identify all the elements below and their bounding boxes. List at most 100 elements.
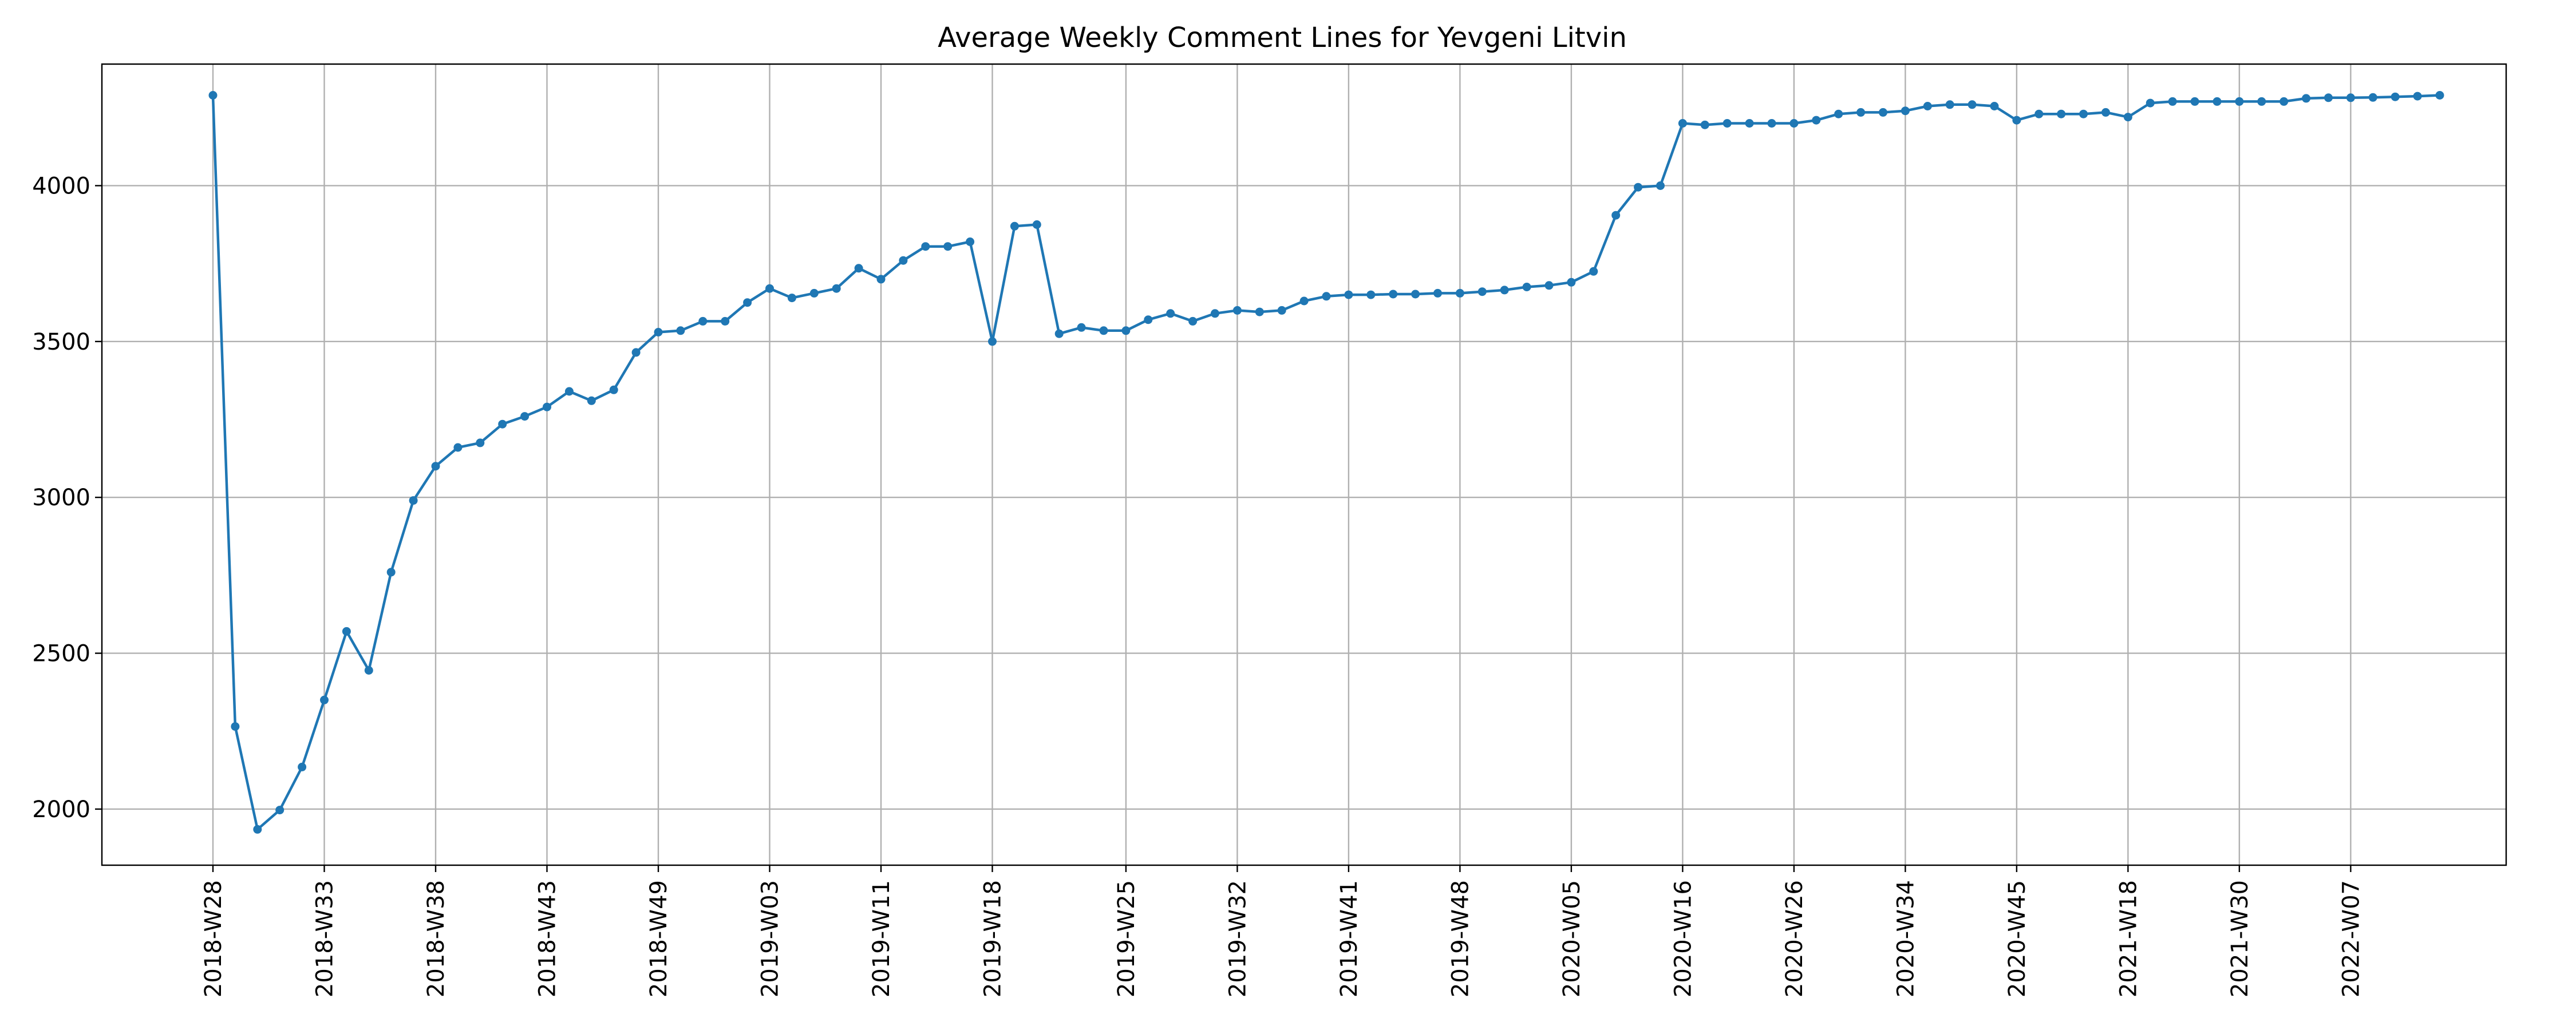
data-point (1344, 290, 1353, 299)
data-point (1477, 287, 1487, 296)
data-point (1544, 281, 1554, 290)
data-point (876, 275, 886, 284)
data-point (231, 722, 240, 731)
series-layer (208, 91, 2444, 834)
data-point (1054, 329, 1064, 338)
data-point (498, 419, 507, 429)
data-point (453, 443, 463, 452)
data-point (2413, 92, 2422, 101)
x-tick-label: 2018-W38 (423, 880, 449, 997)
data-point (1879, 108, 1887, 117)
data-point (921, 242, 930, 251)
data-point (1901, 106, 1910, 116)
data-point (1500, 286, 1509, 295)
data-point (765, 284, 774, 293)
data-point (1255, 307, 1264, 316)
data-point (1277, 306, 1286, 315)
data-point (2235, 97, 2244, 106)
data-point (1789, 119, 1799, 128)
data-point (1010, 221, 1019, 231)
data-point (1945, 100, 1954, 109)
x-tick-label: 2020-W05 (1559, 880, 1585, 997)
data-point (543, 402, 551, 411)
grid (102, 64, 2506, 865)
data-point (1389, 290, 1398, 299)
x-tick-label: 2018-W28 (200, 880, 227, 997)
data-point (1589, 267, 1598, 276)
data-point (1656, 181, 1665, 190)
data-point (476, 438, 485, 447)
data-point (943, 242, 953, 251)
y-tick-label: 2000 (32, 797, 90, 823)
x-tick-label: 2022-W07 (2338, 880, 2364, 997)
data-point (2101, 108, 2110, 117)
data-point (1322, 292, 1331, 301)
data-point (2302, 94, 2311, 103)
data-point (298, 762, 307, 771)
y-tick-label: 2500 (32, 641, 90, 667)
data-point (320, 695, 329, 704)
data-point (988, 337, 997, 346)
x-tick-label: 2021-W18 (2115, 880, 2142, 997)
data-point (721, 316, 730, 326)
data-point (743, 298, 752, 307)
data-point (2034, 109, 2044, 118)
data-point (809, 288, 819, 298)
data-point (431, 462, 440, 471)
data-point (2324, 93, 2333, 102)
x-tick-label: 2019-W41 (1336, 880, 1362, 997)
x-tick-label: 2018-W49 (646, 880, 672, 997)
data-point (1812, 116, 1821, 125)
data-point (1411, 290, 1420, 299)
data-point (1032, 220, 1041, 229)
x-tick-label: 2020-W45 (2004, 880, 2030, 997)
data-point (1767, 119, 1776, 128)
data-point (676, 326, 685, 335)
data-point (1856, 108, 1866, 117)
data-point (1144, 315, 1153, 324)
data-point (2435, 91, 2444, 100)
data-point (1990, 102, 1999, 110)
data-point (2123, 113, 2132, 122)
data-point (364, 666, 373, 675)
data-point (2190, 97, 2199, 106)
data-point (208, 91, 218, 100)
data-point (253, 825, 262, 834)
data-point (631, 348, 641, 357)
data-point (2346, 93, 2355, 102)
data-point (1967, 100, 1977, 109)
x-tick-label: 2019-W32 (1224, 880, 1251, 997)
data-point (1099, 326, 1108, 335)
x-tick-label: 2020-W34 (1893, 880, 1919, 997)
y-tick-label: 4000 (32, 173, 90, 199)
data-point (587, 396, 596, 405)
axes: 2018-W28 2018-W33 2018-W38 2018-W43 2018-W49… (32, 63, 2507, 997)
data-point (1567, 278, 1576, 287)
data-point (2368, 93, 2377, 102)
data-point (1634, 183, 1643, 192)
data-point (966, 237, 975, 246)
data-point (275, 806, 285, 815)
x-tick-label: 2019-W48 (1447, 880, 1473, 997)
data-point (609, 385, 618, 394)
data-point (698, 316, 708, 326)
data-point (1077, 323, 1086, 332)
data-point (854, 264, 863, 273)
data-point (386, 568, 396, 577)
x-tick-label: 2018-W33 (312, 880, 338, 997)
data-point (787, 294, 796, 303)
y-tick-label: 3000 (32, 485, 90, 511)
data-point (1455, 288, 1464, 298)
data-point (654, 328, 663, 336)
data-point (2057, 109, 2066, 118)
data-point (1678, 119, 1687, 128)
data-point (2391, 92, 2400, 101)
data-point (520, 412, 530, 421)
x-tick-label: 2021-W30 (2227, 880, 2253, 997)
plot-frame (101, 63, 2507, 866)
x-tick-label: 2019-W18 (980, 880, 1006, 997)
data-point (2279, 97, 2289, 106)
data-point (342, 627, 351, 636)
